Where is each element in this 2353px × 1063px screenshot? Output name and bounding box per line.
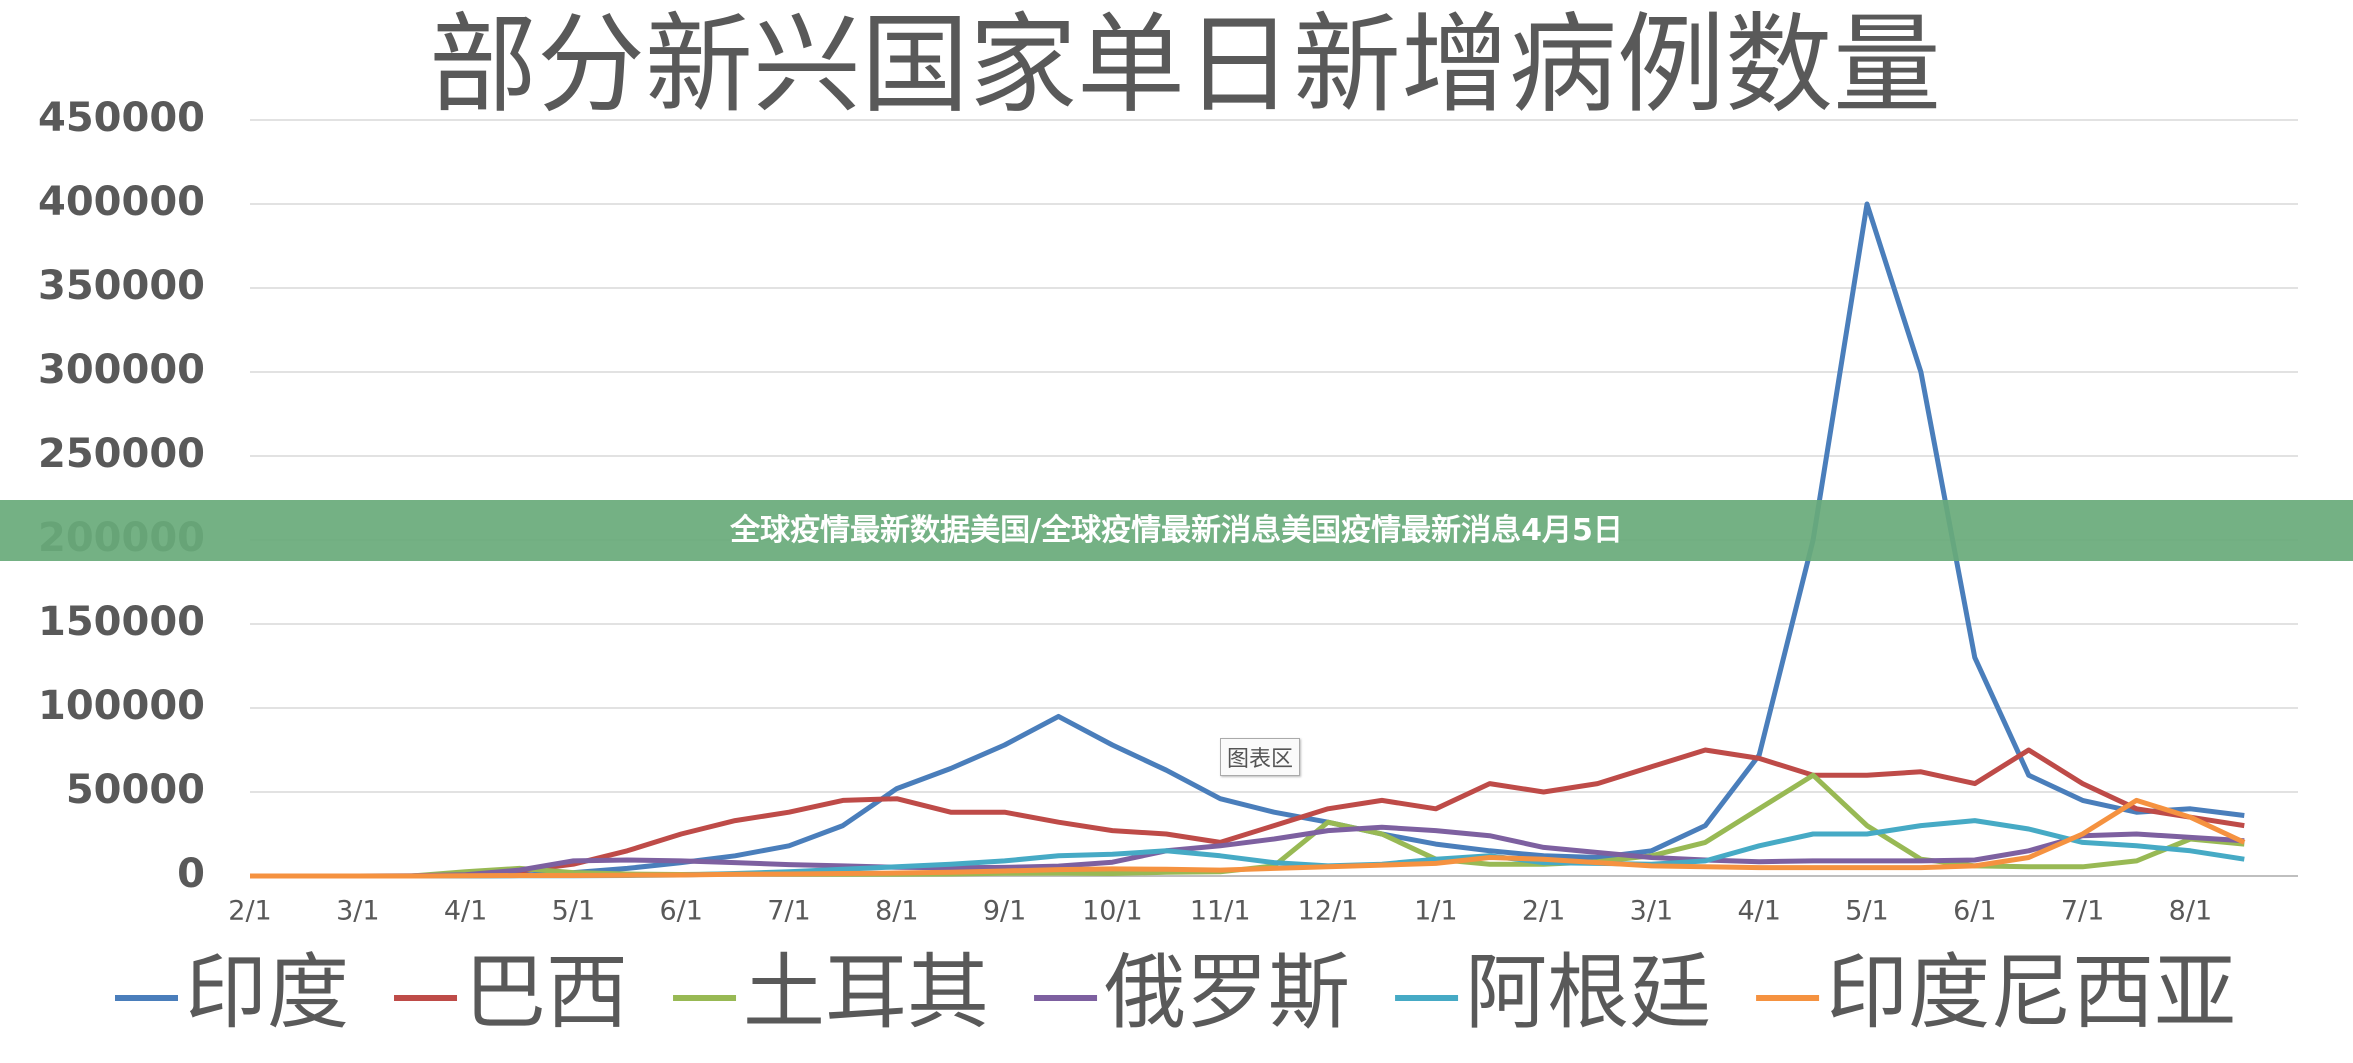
x-tick-label: 4/1 xyxy=(1737,896,1780,927)
y-tick-label: 0 xyxy=(177,851,205,897)
legend-label: 印度尼西亚 xyxy=(1826,945,2236,1040)
x-tick-label: 5/1 xyxy=(1845,896,1888,927)
x-tick-label: 3/1 xyxy=(1630,896,1673,927)
x-tick-label: 3/1 xyxy=(336,896,379,927)
x-tick-label: 1/1 xyxy=(1414,896,1457,927)
x-tick-label: 5/1 xyxy=(552,896,595,927)
x-tick-label: 4/1 xyxy=(444,896,487,927)
x-tick-label: 12/1 xyxy=(1298,896,1359,927)
y-tick-label: 150000 xyxy=(38,599,205,645)
x-tick-label: 2/1 xyxy=(228,896,271,927)
x-tick-label: 9/1 xyxy=(983,896,1026,927)
x-tick-label: 6/1 xyxy=(659,896,702,927)
x-tick-label: 11/1 xyxy=(1190,896,1251,927)
y-tick-label: 100000 xyxy=(38,683,205,729)
chart-title: 部分新兴国家单日新增病例数量 xyxy=(429,3,1941,128)
legend-label: 巴西 xyxy=(464,945,628,1040)
y-tick-label: 50000 xyxy=(66,767,205,813)
x-tick-label: 7/1 xyxy=(2061,896,2104,927)
series-line xyxy=(250,824,2245,879)
series-line xyxy=(250,797,2246,879)
y-tick-label: 350000 xyxy=(38,263,205,309)
x-tick-label: 2/1 xyxy=(1522,896,1565,927)
y-tick-label: 250000 xyxy=(38,431,205,477)
chart-area-tooltip: 图表区 xyxy=(1220,738,1301,776)
x-tick-label: 10/1 xyxy=(1082,896,1143,927)
legend-label: 印度 xyxy=(185,945,349,1040)
legend-label: 土耳其 xyxy=(743,945,989,1040)
x-tick-label: 6/1 xyxy=(1953,896,1996,927)
y-tick-label: 400000 xyxy=(38,179,205,225)
legend-label: 阿根廷 xyxy=(1465,945,1711,1040)
x-tick-label: 7/1 xyxy=(767,896,810,927)
y-tick-label: 300000 xyxy=(38,347,205,393)
x-tick-label: 8/1 xyxy=(2169,896,2212,927)
banner: 全球疫情最新数据美国/全球疫情最新消息美国疫情最新消息4月5日 xyxy=(0,500,2353,561)
legend-label: 俄罗斯 xyxy=(1104,945,1350,1040)
y-tick-label: 450000 xyxy=(38,95,205,141)
x-tick-label: 8/1 xyxy=(875,896,918,927)
